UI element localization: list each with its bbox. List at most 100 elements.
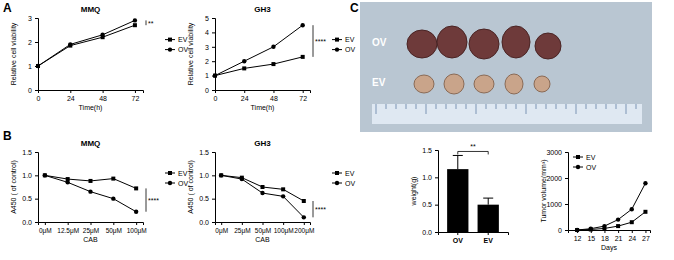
x-tick-mark <box>304 222 305 225</box>
x-tick: EV <box>484 232 494 244</box>
x-tick-label: 27 <box>642 235 650 242</box>
y-tick: 0.0 <box>199 219 215 226</box>
y-tick-mark <box>212 90 215 91</box>
bar <box>447 169 468 232</box>
y-tick-mark <box>212 175 215 176</box>
x-axis-title: CAB <box>255 236 270 243</box>
series-line <box>215 25 303 75</box>
x-tick-label: 0 <box>214 95 218 102</box>
data-point <box>643 181 647 185</box>
axis-line <box>216 223 311 226</box>
x-axis: 0μM12.5μM25μM50μM100μM <box>39 222 147 235</box>
data-point <box>111 196 115 200</box>
ruler-tick <box>426 104 427 114</box>
x-tick-label: 50μM <box>106 227 122 235</box>
figure: ABCOVEV02448720123Relative cell viabilit… <box>0 0 674 260</box>
y-tick-mark <box>435 177 438 178</box>
photo: OVEV <box>360 2 652 132</box>
chart: OVEV0.00.51.01.5weight(g)** <box>410 143 509 244</box>
x-tick: 15 <box>587 230 595 242</box>
y-axis-title: Tumor volume(mm³) <box>540 159 548 222</box>
ruler-tick <box>566 104 567 109</box>
data-point <box>260 191 264 195</box>
data-point <box>213 74 217 78</box>
tumor <box>437 26 467 58</box>
y-axis-title: weight(g) <box>410 177 418 207</box>
ruler-tick <box>416 104 417 109</box>
y-tick: 1.0 <box>422 174 438 181</box>
y-tick-mark <box>565 204 568 205</box>
x-tick-mark <box>221 222 222 225</box>
legend-label: OV <box>345 46 355 53</box>
x-tick-label: 200μM <box>294 227 314 235</box>
y-tick-label: 3 <box>28 15 32 22</box>
chart: 1215182124270100020003000Tumor volume(mm… <box>540 149 651 252</box>
data-point <box>133 18 137 22</box>
y-tick-label: 1.5 <box>422 147 432 154</box>
x-tick: OV <box>453 232 463 244</box>
data-point <box>643 210 647 214</box>
data-point <box>68 42 72 46</box>
data-point <box>36 64 40 68</box>
legend-marker <box>576 155 580 159</box>
x-tick: 0μM <box>215 222 228 235</box>
panel-label: B <box>3 129 12 143</box>
y-tick-label: 2 <box>28 39 32 46</box>
y-tick-mark <box>35 222 38 223</box>
error-bar-cap <box>483 198 493 199</box>
photo-ruler <box>372 104 642 124</box>
x-tick-label: 15 <box>587 235 595 242</box>
y-tick-mark <box>212 18 215 19</box>
x-tick: 0 <box>37 90 41 102</box>
ruler-tick <box>386 104 387 109</box>
y-tick: 0.0 <box>422 229 438 236</box>
x-tick-label: 18 <box>601 235 609 242</box>
y-tick-label: 1.5 <box>22 149 32 156</box>
x-tick-mark <box>645 230 646 233</box>
tumor <box>444 74 464 94</box>
data-point <box>302 215 306 219</box>
data-point <box>302 199 306 203</box>
x-axis: 0μM25μM50μM100μM200μM <box>215 222 314 235</box>
x-tick-mark <box>273 90 274 93</box>
axis-line <box>439 233 509 236</box>
panel-label: A <box>3 1 12 15</box>
y-axis: 0.00.51.01.5 <box>199 149 215 226</box>
error-bar-stem <box>488 198 489 205</box>
y-axis: 0123 <box>28 15 38 94</box>
x-tick: 27 <box>642 230 650 242</box>
data-point <box>301 55 305 59</box>
data-point <box>89 179 93 183</box>
chart: 0μM12.5μM25μM50μM100μM0.00.51.01.5A450 (… <box>10 139 188 243</box>
axis-line <box>39 223 144 226</box>
ruler-tick <box>486 104 487 109</box>
significance-bracket <box>146 188 147 211</box>
y-axis-title: A450 ( of control) <box>187 160 195 214</box>
series-line <box>577 212 645 230</box>
data-point <box>213 73 217 77</box>
y-tick: 0.0 <box>22 219 38 226</box>
y-tick: 4 <box>205 29 215 36</box>
tumor <box>474 75 494 93</box>
y-tick: 1000 <box>546 201 568 208</box>
x-tick-mark <box>103 90 104 93</box>
data-point <box>630 220 634 224</box>
chart: 0244872012345Relative cell viabilityTime… <box>187 5 355 112</box>
x-tick-label: 100μM <box>127 227 147 235</box>
x-tick-label: OV <box>453 237 463 244</box>
error-bar-cap <box>453 155 463 156</box>
tumor <box>502 26 530 58</box>
annotation: ** <box>470 143 476 150</box>
ruler-tick <box>536 104 537 109</box>
y-tick: 0.5 <box>199 195 215 202</box>
ruler-tick <box>396 104 397 109</box>
series-line <box>221 175 304 217</box>
legend-label: EV <box>345 170 355 177</box>
error-bar <box>483 198 493 205</box>
x-axis: 0244872 <box>214 90 311 102</box>
x-tick-mark <box>457 232 458 235</box>
chart: 02448720123Relative cell viabilityTime(h… <box>10 5 188 112</box>
legend: EVOV <box>332 36 355 53</box>
ruler-tick <box>626 104 627 114</box>
x-tick-label: 0μM <box>215 227 228 235</box>
